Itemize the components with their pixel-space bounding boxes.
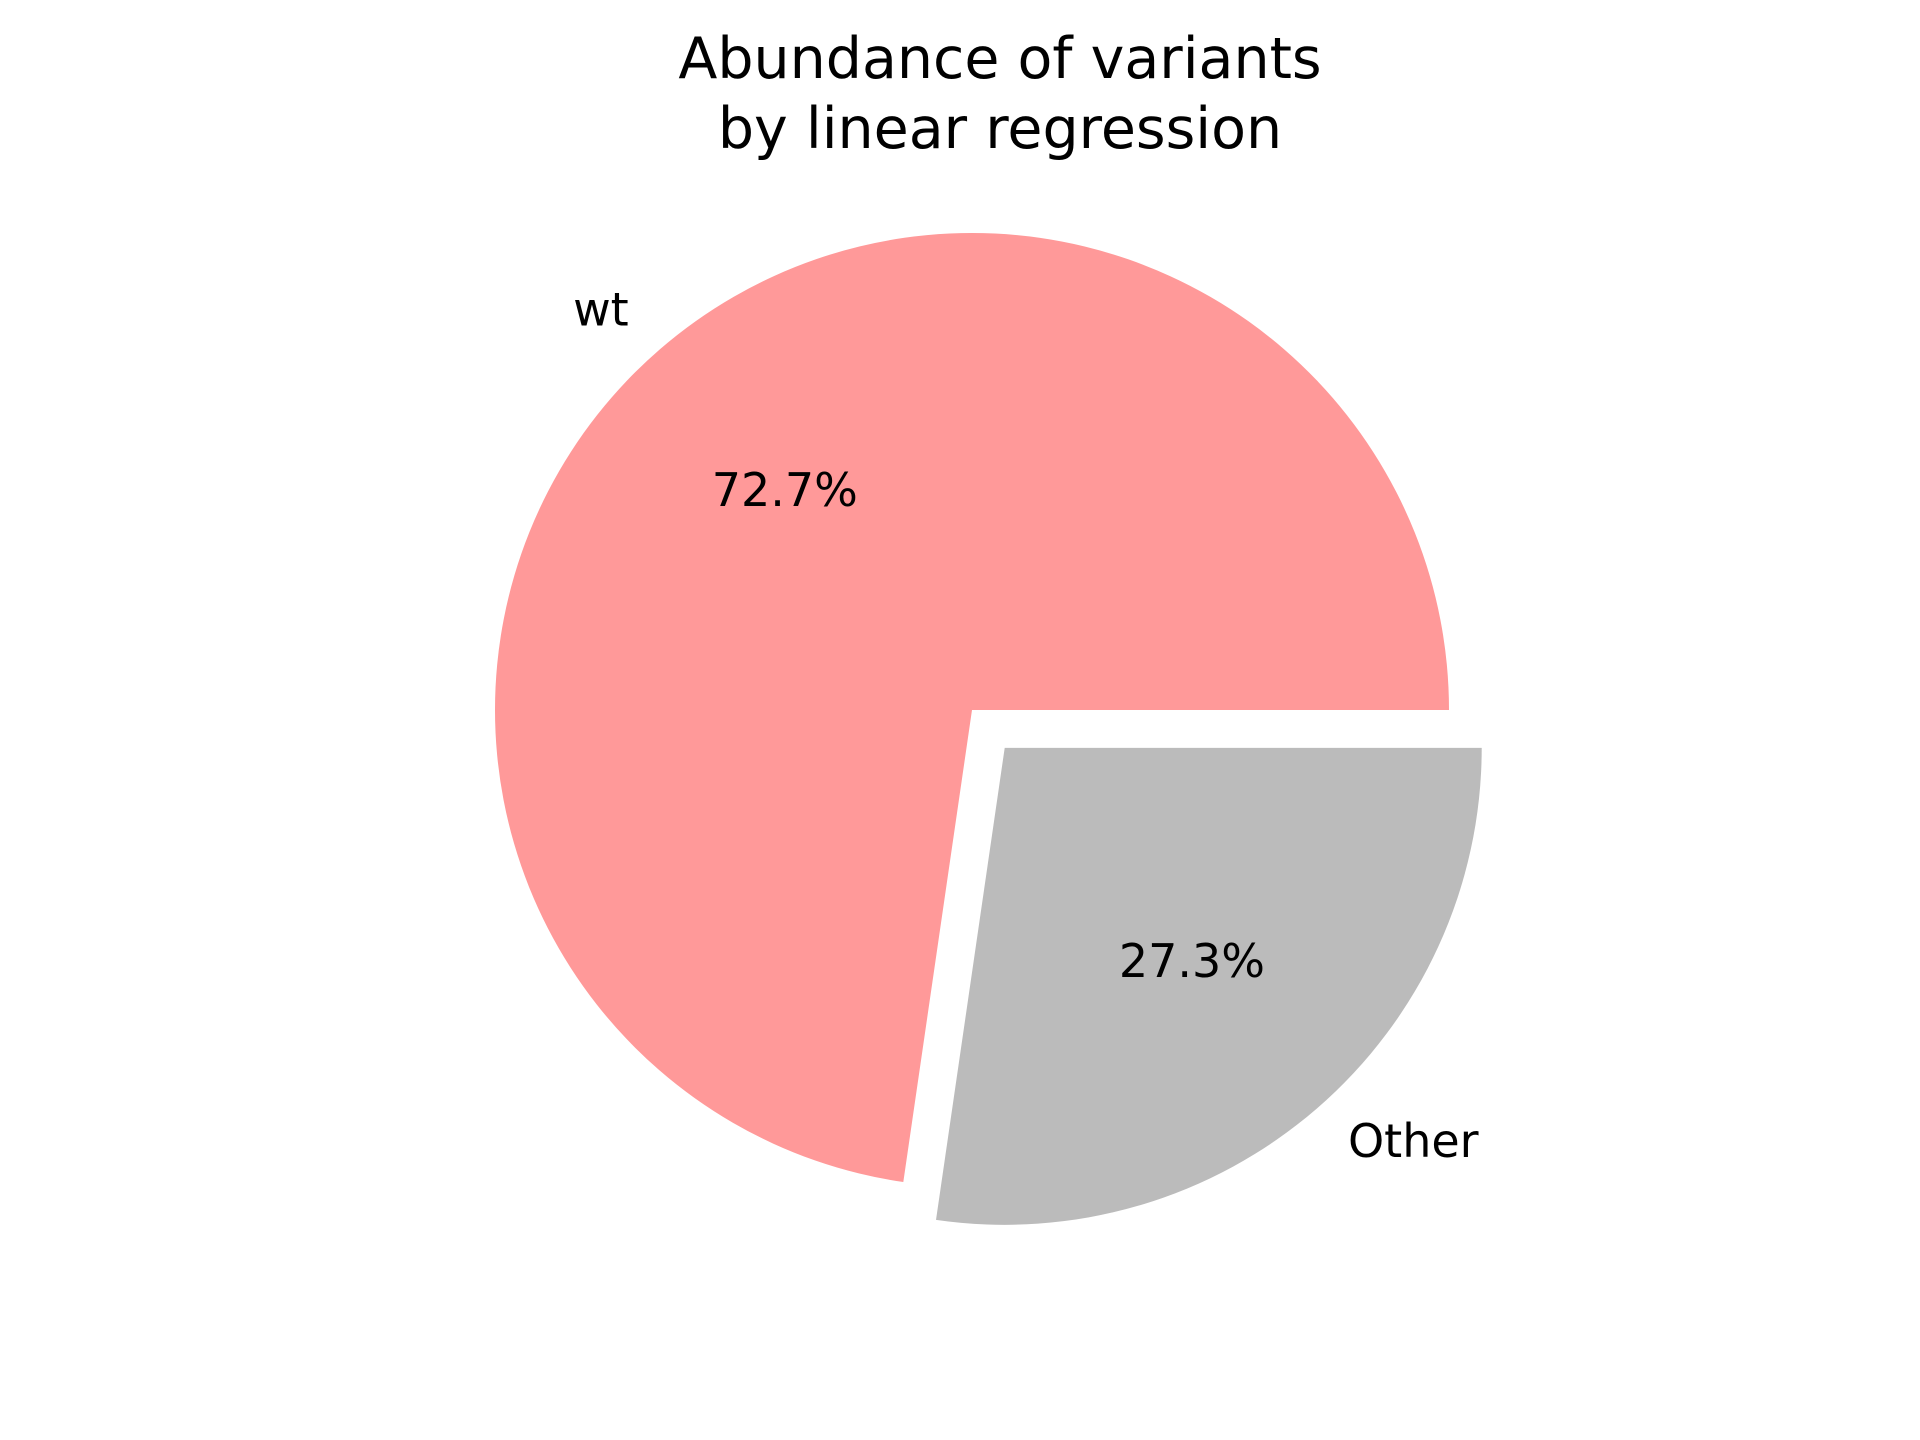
pie-slices: [494, 233, 1482, 1225]
chart-title-line-1: Abundance of variants: [678, 26, 1321, 92]
pie-slice-wt: [494, 233, 1449, 1183]
slice-label-wt: wt: [573, 283, 629, 337]
slice-label-other: Other: [1348, 1114, 1479, 1168]
chart-title-line-2: by linear regression: [718, 96, 1282, 162]
percent-label-other: 27.3%: [1119, 934, 1265, 988]
chart-title: Abundance of variants by linear regressi…: [678, 26, 1321, 162]
pie-labels: wt 72.7% Other 27.3%: [573, 283, 1479, 1168]
pie-slice-other: [936, 747, 1482, 1225]
percent-label-wt: 72.7%: [712, 463, 858, 517]
